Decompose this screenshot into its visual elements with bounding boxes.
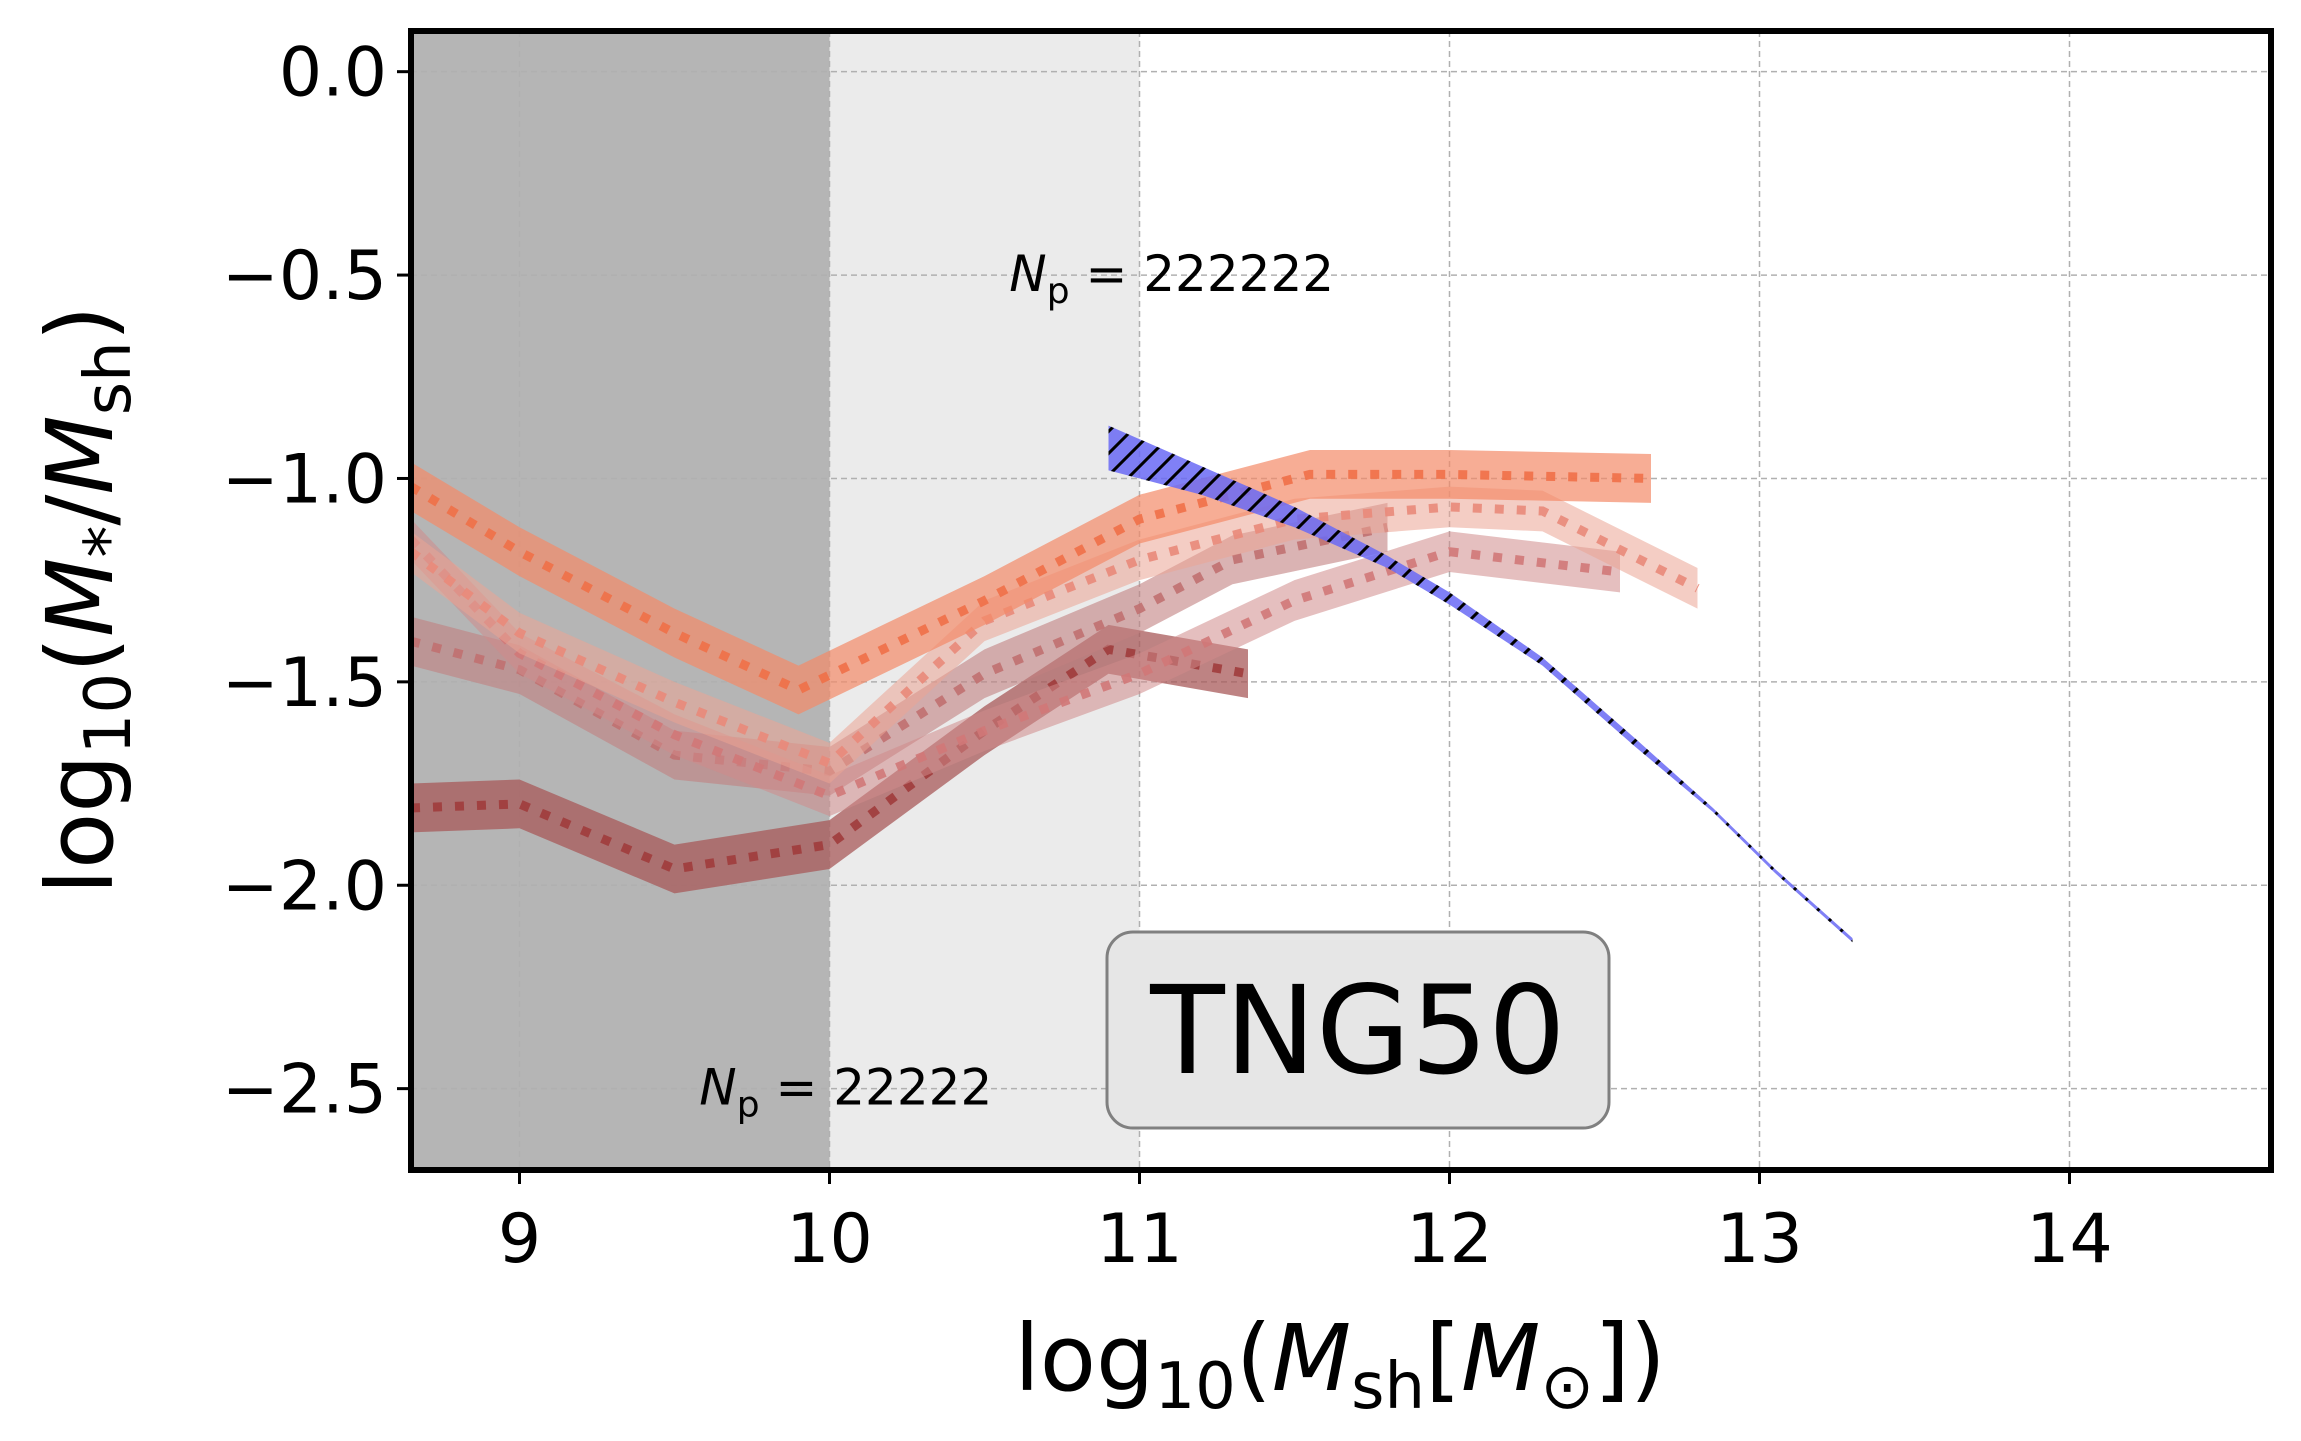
series-dark-red-median-line [411, 644, 1249, 874]
y-axis-label: log10(M*/Msh) [27, 305, 146, 894]
x-tick-label: 12 [1406, 1200, 1493, 1279]
x-tick-label: 10 [786, 1200, 873, 1279]
y-tick-label: −2.5 [222, 1051, 387, 1130]
series-blue-band-hatch [1108, 425, 1853, 943]
series-blue-band [1108, 425, 1853, 943]
x-tick-label: 13 [1716, 1200, 1803, 1279]
tng50-label-box: TNG50 [1105, 930, 1611, 1130]
series-rose [411, 519, 1621, 817]
y-tick-label: 0.0 [279, 34, 387, 113]
y-tick-label: −2.0 [222, 847, 387, 926]
y-tick-label: −0.5 [222, 237, 387, 316]
x-axis-label: log10(Msh[M⊙]) [1014, 1305, 1666, 1424]
label-box-background [1105, 930, 1611, 1130]
annotations: Np = 222222 Np = 22222 [699, 245, 1334, 1126]
x-tick-label: 11 [1096, 1200, 1183, 1279]
series-salmon [411, 486, 1700, 784]
series-orange-band [411, 449, 1651, 715]
y-tick-label: −1.5 [222, 644, 387, 723]
series-orange [411, 449, 1652, 715]
series-salmon-band [411, 486, 1698, 784]
series-rose-band [411, 519, 1620, 817]
series-brick-median-line [411, 522, 1389, 776]
series-orange-median-line [411, 469, 1652, 695]
y-tick-label: −1.0 [222, 440, 387, 519]
plot-frame [408, 28, 2274, 1173]
series-rose-median-line [411, 536, 1621, 801]
series-salmon-median-line [411, 502, 1700, 769]
x-tick-label: 9 [498, 1200, 541, 1279]
axis-ticks: 9 10 11 12 13 14 0.0 −0.5 −1.0 −1.5 −2.0 −2.5 [222, 34, 2113, 1279]
np-22222-annotation: Np = 22222 [699, 1059, 992, 1126]
label-box-text: TNG50 [1149, 960, 1566, 1102]
x-tick-label: 14 [2026, 1200, 2113, 1279]
np-222222-annotation: Np = 222222 [1009, 245, 1334, 312]
series-layer [411, 425, 1853, 943]
